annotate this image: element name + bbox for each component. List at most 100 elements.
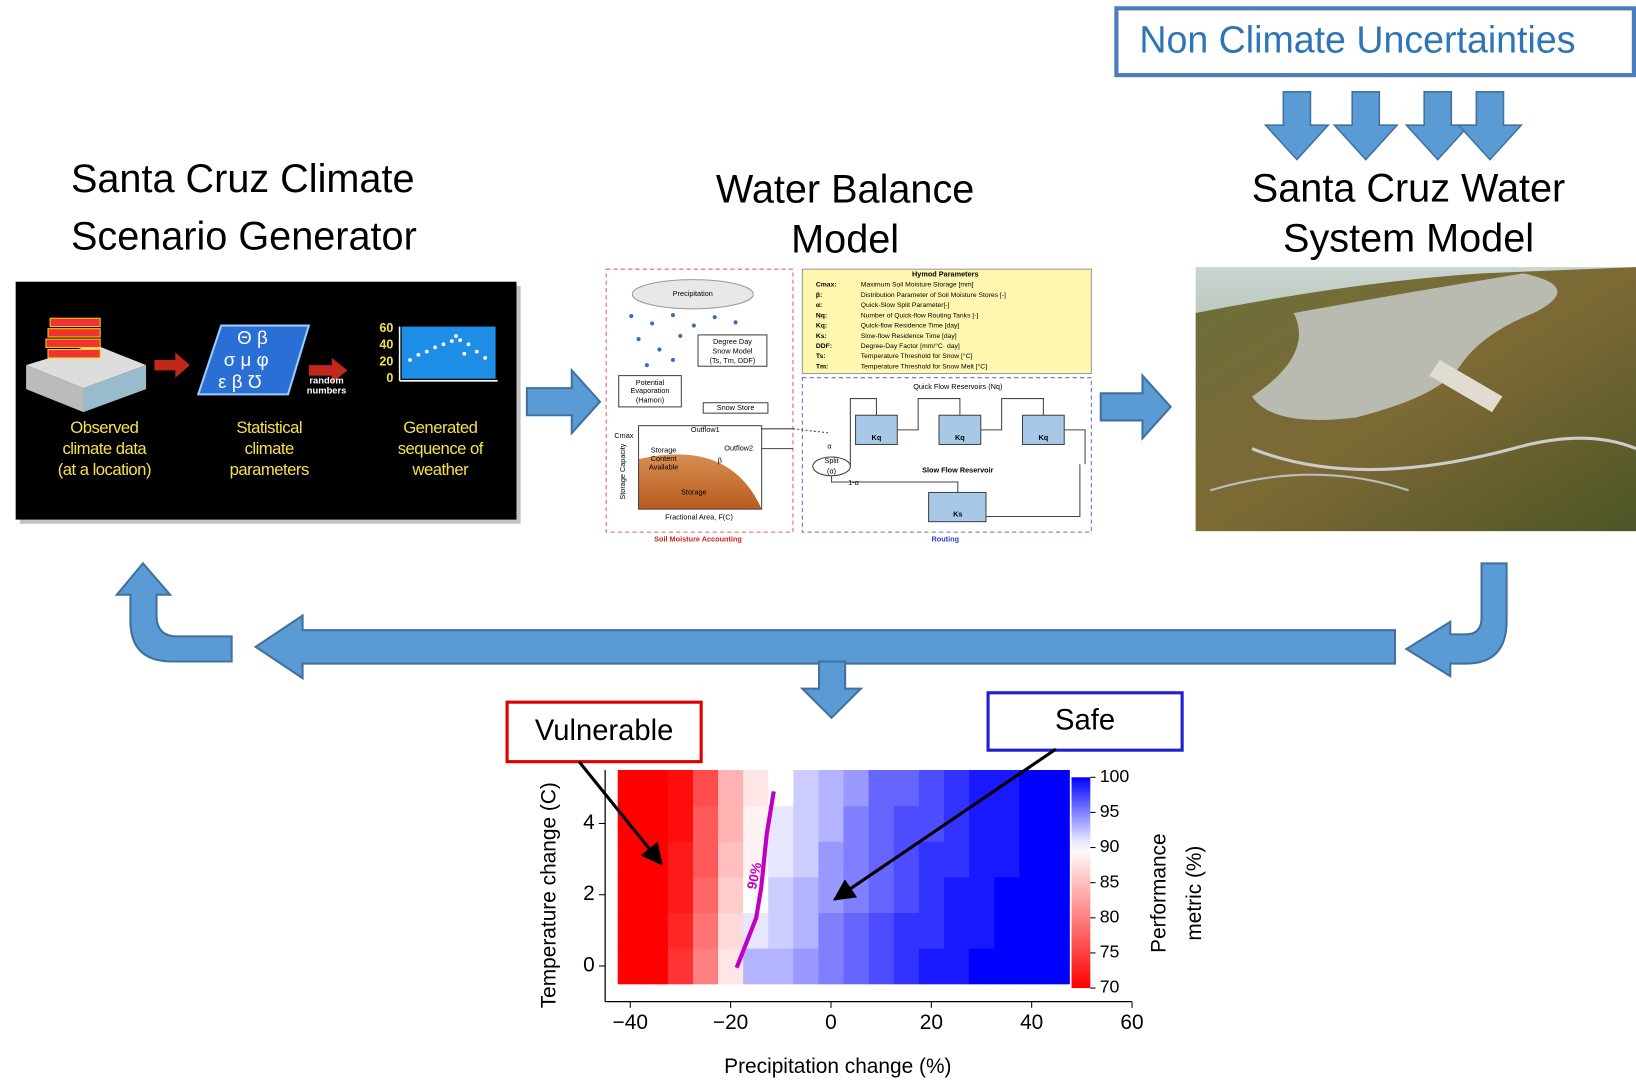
heatmap-cell <box>969 913 995 949</box>
heatmap-cell <box>1019 913 1045 949</box>
step-label: climate <box>245 439 294 458</box>
heatmap-cell <box>643 806 669 842</box>
heatmap-cell <box>894 841 920 877</box>
heatmap-cell <box>869 806 895 842</box>
heatmap-cell <box>894 770 920 806</box>
model-label: (Ts, Tm, DDF) <box>710 356 756 365</box>
parameter-text: Quick-flow Residence Time [day] <box>861 323 960 330</box>
model-label: Outflow2 <box>724 444 753 453</box>
x-tick-label: −40 <box>613 1011 648 1034</box>
heatmap-cell <box>718 841 744 877</box>
symbol-line: σ μ φ <box>224 349 269 370</box>
y-axis-label: Temperature change (C) <box>537 782 560 1008</box>
heatmap-cell <box>693 913 719 949</box>
parameter-text: Tm: <box>816 363 828 370</box>
model-label: Soil Moisture Accounting <box>654 534 742 543</box>
heatmap-cell <box>743 770 769 806</box>
colorbar-label: metric (%) <box>1183 846 1206 941</box>
arrow-note: random <box>309 374 343 385</box>
heatmap-cell <box>1044 806 1070 842</box>
model-label: Kq <box>872 433 882 442</box>
heatmap-cell <box>793 948 819 984</box>
stage-title: Water Balance <box>716 167 974 211</box>
x-tick-label: 60 <box>1120 1011 1143 1034</box>
mini-tick: 20 <box>379 354 393 368</box>
parameter-text: Maximum Soil Moisture Storage [mm] <box>861 282 974 289</box>
parameter-text: Distribution Parameter of Soil Moisture … <box>861 292 1006 299</box>
vulnerable-label: Vulnerable <box>535 715 674 747</box>
y-tick-label: 0 <box>583 953 595 976</box>
heatmap-cell <box>618 770 644 806</box>
colorbar-tick-label: 100 <box>1100 766 1130 786</box>
step-label: (at a location) <box>58 460 151 479</box>
heatmap-cell <box>1044 948 1070 984</box>
heatmap-cell <box>818 841 844 877</box>
heatmap-cell <box>869 877 895 913</box>
step-label: parameters <box>230 460 309 479</box>
heatmap-cell <box>994 913 1020 949</box>
model-label: Snow Model <box>712 347 753 356</box>
heatmap-cell <box>768 841 794 877</box>
model-label: Storage <box>681 487 707 496</box>
stage-title: Scenario Generator <box>71 214 417 258</box>
parameter-text: α: <box>816 302 822 309</box>
step-label: Generated <box>403 418 477 437</box>
stage-title: Model <box>791 218 899 262</box>
mini-tick: 0 <box>386 371 393 385</box>
heatmap-cell <box>668 948 694 984</box>
safe-label: Safe <box>1055 705 1115 737</box>
heatmap-cell <box>969 806 995 842</box>
heatmap-cell <box>643 877 669 913</box>
model-label: Storage Capacity <box>618 443 627 499</box>
heatmap-cell <box>693 806 719 842</box>
colorbar <box>1072 777 1091 988</box>
model-label: Outflow1 <box>691 425 720 434</box>
heatmap-cell <box>844 948 870 984</box>
colorbar-tick-label: 85 <box>1100 871 1120 891</box>
heatmap-cell <box>693 948 719 984</box>
x-tick-label: −20 <box>713 1011 748 1034</box>
heatmap-cell <box>693 770 719 806</box>
parameter-text: Degree-Day Factor [mm/°C· day] <box>861 342 960 350</box>
x-axis-label: Precipitation change (%) <box>724 1055 951 1078</box>
symbol-line: ε β Ʊ <box>218 371 262 392</box>
model-label: Quick Flow Reservoirs (Nq) <box>913 382 1002 391</box>
heatmap-cell <box>818 913 844 949</box>
model-label: (Hamon) <box>636 396 664 405</box>
parameter-text: Quick-Slow Split Parameter[-] <box>861 302 950 309</box>
heatmap-cell <box>1044 913 1070 949</box>
heatmap-cell <box>869 770 895 806</box>
colorbar-tick-label: 75 <box>1100 942 1120 962</box>
x-tick-label: 0 <box>825 1011 837 1034</box>
colorbar-tick-label: 95 <box>1100 801 1120 821</box>
heatmap-cell <box>1019 877 1045 913</box>
x-tick-label: 40 <box>1020 1011 1043 1034</box>
heatmap-cell <box>1019 948 1045 984</box>
heatmap-cell <box>894 948 920 984</box>
step-label: Observed <box>70 418 138 437</box>
heatmap-cell <box>643 913 669 949</box>
heatmap-cell <box>919 770 945 806</box>
step-label: sequence of <box>398 439 484 458</box>
colorbar-tick-label: 90 <box>1100 836 1120 856</box>
model-label: β <box>718 456 722 465</box>
model-label: 1-α <box>848 478 859 487</box>
heatmap-cell <box>994 877 1020 913</box>
heatmap-cell <box>1019 770 1045 806</box>
heatmap-cell <box>718 877 744 913</box>
colorbar-tick-label: 70 <box>1100 977 1120 997</box>
heatmap-cell <box>944 948 970 984</box>
heatmap-cell <box>793 770 819 806</box>
heatmap-cell <box>1044 877 1070 913</box>
heatmap-cell <box>1019 841 1045 877</box>
parameter-text: Slow-flow Residence Time [day] <box>861 333 957 340</box>
parameter-text: Nq: <box>816 312 827 319</box>
heatmap-cell <box>844 841 870 877</box>
heatmap-cell <box>869 948 895 984</box>
heatmap-cell <box>894 806 920 842</box>
model-label: Split <box>824 456 838 465</box>
model-label: Precipitation <box>673 289 713 298</box>
heatmap-cell <box>919 806 945 842</box>
model-label: Kq <box>1038 433 1048 442</box>
parameter-text: Ks: <box>816 333 827 340</box>
